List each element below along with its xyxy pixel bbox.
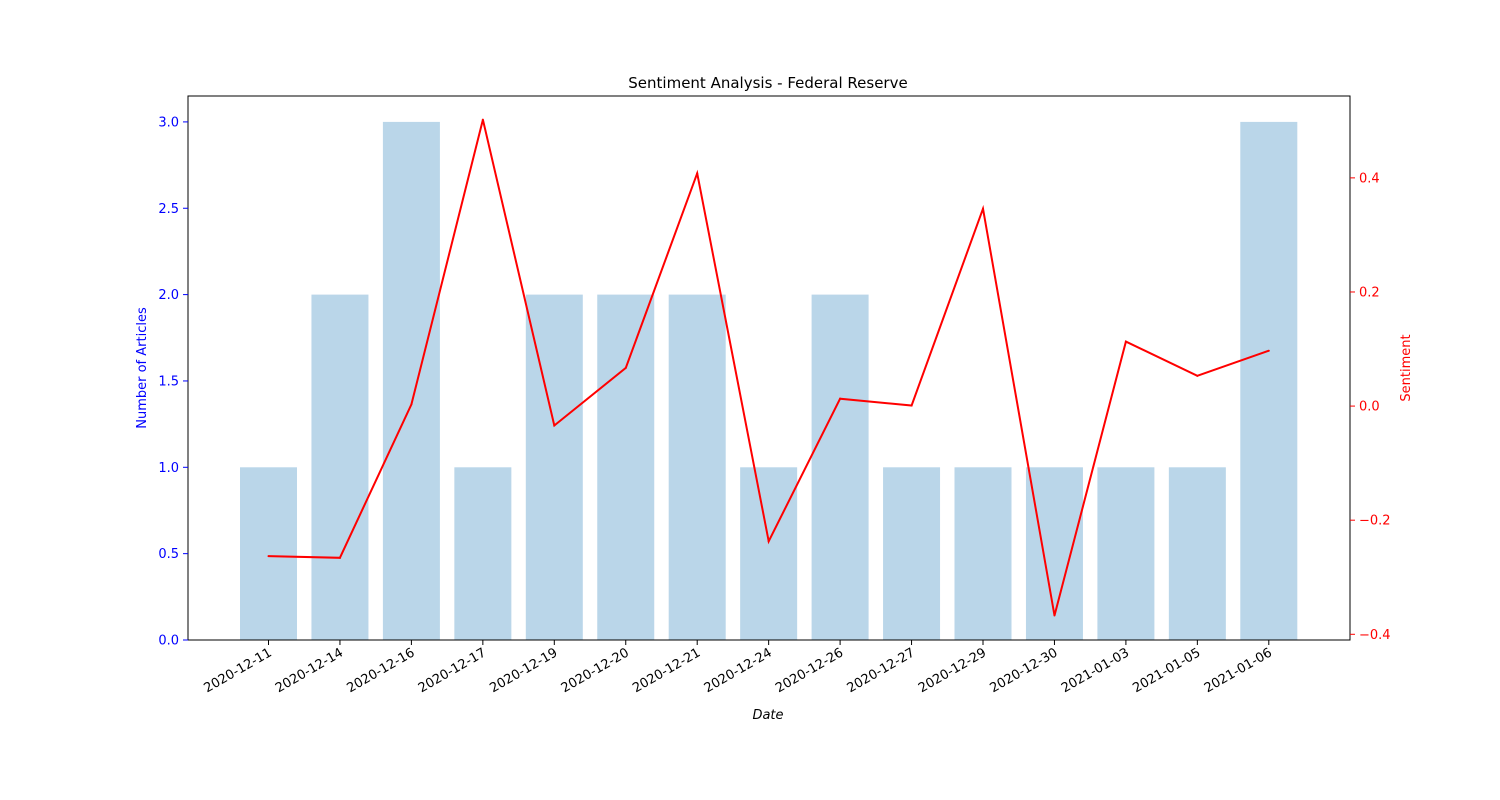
bar-2020-12-16 xyxy=(382,121,440,640)
left-tick-label: 3.0 xyxy=(158,115,179,130)
bar-2020-12-20 xyxy=(597,294,655,640)
bar-2020-12-19 xyxy=(525,294,583,640)
x-tick-label: 2020-12-30 xyxy=(988,645,1061,696)
sentiment-point-2020-12-27 xyxy=(910,404,913,407)
bar-2020-12-21 xyxy=(668,294,726,640)
x-axis-label: Date xyxy=(752,708,783,723)
bar-2021-01-05 xyxy=(1168,467,1226,640)
bars-group xyxy=(240,121,1298,640)
sentiment-point-2021-01-03 xyxy=(1124,340,1127,343)
left-tick-label: 0.0 xyxy=(158,634,179,649)
x-tick-label: 2020-12-26 xyxy=(773,645,846,696)
x-tick-label: 2020-12-14 xyxy=(273,645,346,696)
left-axis-ticks: 0.0 0.5 1.0 1.5 2.0 2.5 3.0 xyxy=(158,115,188,649)
sentiment-point-2020-12-14 xyxy=(338,556,341,559)
sentiment-point-2020-12-29 xyxy=(982,207,984,210)
x-tick-label: 2021-01-03 xyxy=(1059,645,1132,696)
x-tick-label: 2020-12-21 xyxy=(630,645,703,696)
left-tick-label: 1.0 xyxy=(158,461,179,476)
right-axis-ticks: −0.4 −0.2 0.0 0.2 0.4 xyxy=(1350,171,1391,643)
sentiment-point-2020-12-19 xyxy=(553,424,556,427)
chart-title: Sentiment Analysis - Federal Reserve xyxy=(628,74,907,92)
right-tick-label: 0.2 xyxy=(1359,285,1380,300)
x-tick-label: 2021-01-05 xyxy=(1130,645,1203,696)
x-tick-label: 2020-12-16 xyxy=(344,645,417,696)
bar-2020-12-11 xyxy=(240,467,297,640)
x-tick-label: 2020-12-20 xyxy=(559,645,632,696)
right-tick-label: 0.0 xyxy=(1359,400,1380,415)
sentiment-point-2020-12-26 xyxy=(839,397,842,400)
left-tick-label: 0.5 xyxy=(158,547,179,562)
x-axis-ticks: 2020-12-112020-12-142020-12-162020-12-17… xyxy=(202,640,1275,696)
x-tick-label: 2020-12-19 xyxy=(487,645,560,696)
left-tick-label: 1.5 xyxy=(158,374,179,389)
x-tick-label: 2020-12-29 xyxy=(916,645,989,696)
bar-2020-12-27 xyxy=(883,467,941,640)
sentiment-line-group xyxy=(267,118,1270,617)
right-tick-label: −0.2 xyxy=(1359,514,1391,529)
sentiment-point-2020-12-17 xyxy=(481,118,484,121)
sentiment-point-2020-12-16 xyxy=(410,403,413,406)
bar-2020-12-14 xyxy=(311,294,369,640)
bar-2020-12-26 xyxy=(811,294,869,640)
x-tick-label: 2020-12-17 xyxy=(416,645,489,696)
sentiment-point-2021-01-05 xyxy=(1196,374,1199,377)
sentiment-point-2020-12-24 xyxy=(767,540,770,543)
right-tick-label: −0.4 xyxy=(1359,628,1391,643)
bar-2021-01-06 xyxy=(1240,121,1298,640)
sentiment-point-2020-12-21 xyxy=(696,172,699,175)
left-axis-label: Number of Articles xyxy=(135,307,150,429)
bar-2020-12-24 xyxy=(740,467,798,640)
bar-2021-01-03 xyxy=(1097,467,1155,640)
x-tick-label: 2020-12-27 xyxy=(845,645,918,696)
right-tick-label: 0.4 xyxy=(1359,171,1380,186)
right-axis-label: Sentiment xyxy=(1399,334,1414,401)
bar-2020-12-17 xyxy=(454,467,512,640)
sentiment-point-2020-12-20 xyxy=(624,366,627,369)
sentiment-point-2020-12-30 xyxy=(1053,614,1056,617)
sentiment-point-2021-01-06 xyxy=(1267,349,1270,352)
x-tick-label: 2021-01-06 xyxy=(1202,645,1275,696)
sentiment-point-2020-12-11 xyxy=(267,555,270,558)
x-tick-label: 2020-12-11 xyxy=(202,645,275,696)
x-tick-label: 2020-12-24 xyxy=(702,645,775,696)
left-tick-label: 2.0 xyxy=(158,288,179,303)
left-tick-label: 2.5 xyxy=(158,202,179,217)
bar-2020-12-29 xyxy=(954,467,1012,640)
